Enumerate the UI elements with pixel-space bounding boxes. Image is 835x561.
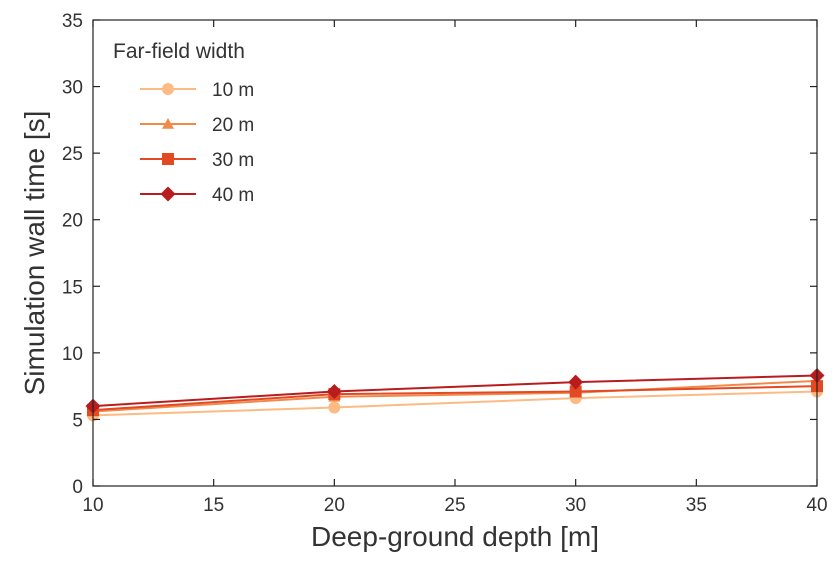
series-40-m [85, 367, 825, 414]
data-point [569, 385, 582, 398]
x-axis-title: Deep-ground depth [m] [311, 521, 599, 552]
axes: 10 15 20 25 30 35 40 0 5 10 15 20 25 30 35 [62, 11, 828, 516]
y-tick-label: 35 [62, 11, 83, 32]
legend-marker [162, 153, 174, 165]
legend-item: 40 m [140, 185, 254, 206]
y-tick-label: 25 [62, 144, 83, 165]
y-tick-label: 10 [62, 344, 83, 365]
series-line [92, 374, 818, 408]
x-tick-label: 15 [203, 495, 224, 516]
data-point [326, 383, 342, 399]
legend-title: Far-field width [113, 40, 245, 63]
x-tick-label: 30 [565, 495, 586, 516]
legend-marker [162, 118, 174, 129]
y-tick-label: 0 [72, 477, 83, 498]
x-tick-label: 40 [806, 495, 827, 516]
legend-item: 30 m [140, 150, 254, 171]
legend-label: 40 m [212, 185, 254, 206]
series-line [92, 390, 818, 417]
legend-label: 10 m [212, 80, 254, 101]
x-tick-label: 25 [444, 495, 465, 516]
legend-label: 30 m [212, 150, 254, 171]
data-point [328, 401, 341, 414]
series-20-m [87, 374, 823, 417]
plot-area [85, 367, 825, 422]
data-point [568, 374, 584, 390]
x-tick-label: 20 [324, 495, 345, 516]
series-line [92, 379, 818, 413]
y-tick-label: 30 [62, 78, 83, 99]
y-axis-title: Simulation wall time [s] [19, 111, 50, 396]
series-line [92, 385, 818, 412]
y-tick-label: 15 [62, 277, 83, 298]
legend: Far-field width 10 m 20 m 30 m 40 m [113, 40, 254, 206]
y-tick-label: 20 [62, 211, 83, 232]
legend-marker [162, 83, 174, 95]
legend-marker [160, 186, 176, 202]
x-tick-label: 10 [82, 495, 103, 516]
x-tick-label: 35 [686, 495, 707, 516]
plot-frame [92, 19, 818, 487]
legend-item: 20 m [140, 115, 254, 136]
y-tick-label: 5 [72, 410, 83, 431]
legend-item: 10 m [140, 80, 254, 101]
legend-label: 20 m [212, 115, 254, 136]
